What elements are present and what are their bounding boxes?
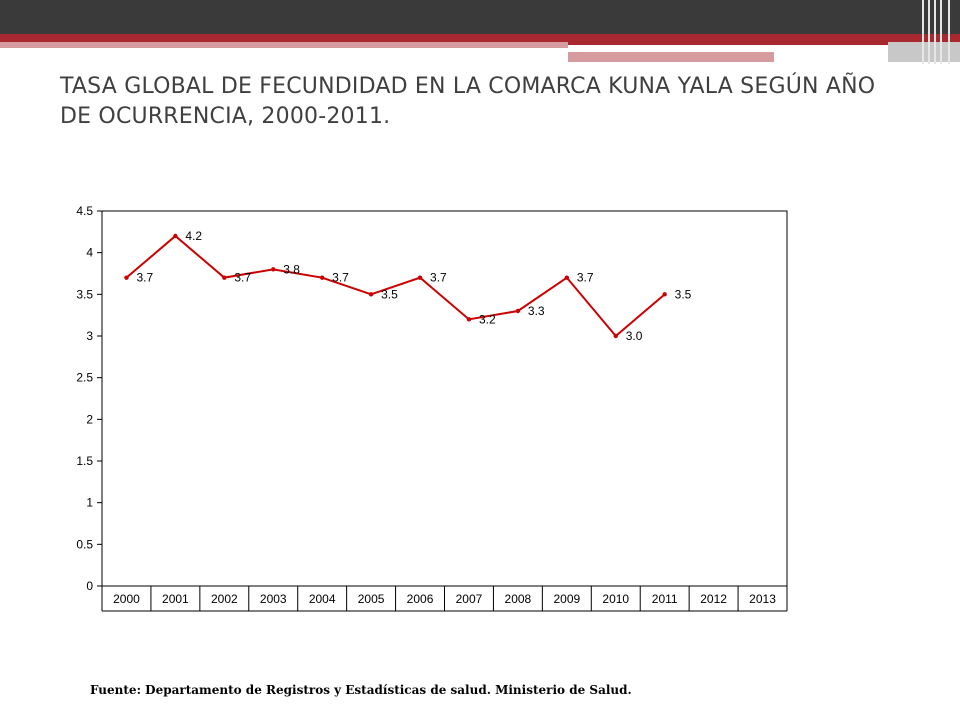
source-note: Fuente: Departamento de Registros y Esta… bbox=[90, 683, 632, 697]
data-label: 4.2 bbox=[185, 229, 202, 243]
data-point bbox=[564, 275, 570, 280]
data-point bbox=[662, 292, 667, 297]
y-tick-label: 1 bbox=[86, 496, 93, 510]
x-tick-label: 2001 bbox=[162, 592, 189, 606]
y-tick-label: 3 bbox=[86, 329, 93, 343]
header-bar bbox=[0, 0, 960, 34]
x-tick-label: 2002 bbox=[211, 592, 238, 606]
data-point bbox=[271, 267, 276, 272]
data-label: 3.3 bbox=[528, 304, 545, 318]
header-accent-strip bbox=[568, 52, 774, 62]
x-tick-label: 2010 bbox=[602, 592, 629, 606]
x-tick-label: 2000 bbox=[113, 592, 140, 606]
x-tick-label: 2009 bbox=[553, 592, 580, 606]
slide-title: TASA GLOBAL DE FECUNDIDAD EN LA COMARCA … bbox=[60, 74, 876, 129]
corner-decoration bbox=[920, 0, 960, 64]
y-tick-label: 3.5 bbox=[76, 287, 93, 301]
data-label: 3.5 bbox=[381, 287, 398, 301]
data-label: 3.5 bbox=[675, 287, 692, 301]
header-accent-strip bbox=[0, 34, 960, 42]
data-point bbox=[173, 233, 178, 239]
y-tick-label: 0.5 bbox=[76, 537, 93, 551]
x-tick-label: 2004 bbox=[309, 592, 336, 606]
data-point bbox=[417, 275, 423, 280]
line-chart: 0 0.5 1 1.5 2 2.5 3 3.5 4 4.5 2000 2001 2002 2003 2004… bbox=[76, 204, 788, 612]
header-accent-strip bbox=[568, 42, 888, 45]
data-point bbox=[515, 308, 521, 314]
data-point bbox=[222, 275, 227, 280]
data-label: 3.7 bbox=[430, 271, 447, 285]
data-label: 3.7 bbox=[136, 271, 153, 285]
data-label: 3.8 bbox=[283, 262, 300, 276]
data-point bbox=[319, 275, 325, 280]
data-point bbox=[613, 333, 618, 339]
data-point bbox=[466, 317, 472, 322]
data-label: 3.0 bbox=[626, 329, 643, 343]
x-tick-label: 2008 bbox=[505, 592, 532, 606]
y-tick-label: 4 bbox=[86, 246, 93, 260]
x-tick-label: 2012 bbox=[700, 592, 727, 606]
header-accent-strip bbox=[0, 42, 568, 48]
data-label: 3.7 bbox=[577, 271, 594, 285]
y-tick-label: 4.5 bbox=[76, 204, 93, 218]
plot-area bbox=[101, 210, 788, 587]
y-tick-label: 2.5 bbox=[76, 371, 93, 385]
data-label: 3.7 bbox=[234, 271, 251, 285]
x-tick-label: 2007 bbox=[456, 592, 483, 606]
y-tick-label: 0 bbox=[86, 579, 93, 593]
x-tick-label: 2013 bbox=[749, 592, 776, 606]
x-tick-label: 2003 bbox=[260, 592, 287, 606]
data-point bbox=[124, 275, 129, 280]
data-point bbox=[368, 292, 374, 297]
series-line bbox=[125, 234, 666, 338]
data-label: 3.7 bbox=[332, 271, 349, 285]
y-tick-label: 2 bbox=[86, 412, 93, 426]
header-accent-strip bbox=[888, 42, 960, 62]
x-tick-label: 2006 bbox=[407, 592, 434, 606]
data-label: 3.2 bbox=[479, 312, 496, 326]
x-tick-label: 2011 bbox=[652, 592, 678, 606]
x-tick-label: 2005 bbox=[358, 592, 385, 606]
y-tick-label: 1.5 bbox=[76, 454, 93, 468]
